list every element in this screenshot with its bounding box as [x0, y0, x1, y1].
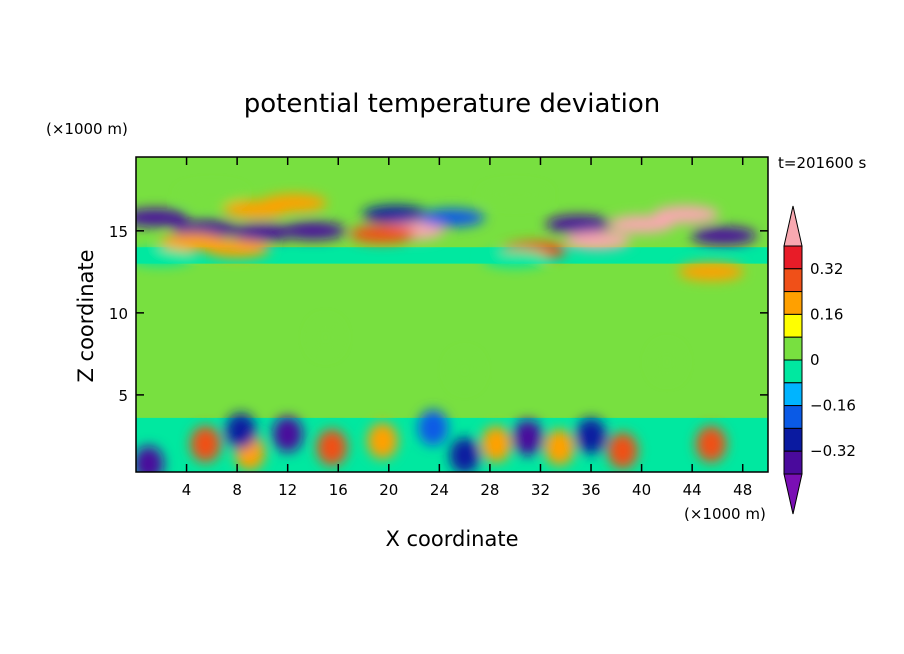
- field-feature: [190, 426, 221, 463]
- plot-frame: [135, 156, 769, 473]
- field-band: [136, 247, 768, 264]
- colorbar-segment: [783, 382, 803, 407]
- x-tick-label: 28: [480, 481, 499, 499]
- y-unit-label: (×1000 m): [46, 120, 128, 138]
- x-tick-label: 44: [683, 481, 702, 499]
- colorbar-segment: [783, 313, 803, 338]
- field-feature: [272, 416, 303, 453]
- field-feature: [261, 193, 327, 212]
- field-feature: [482, 185, 549, 204]
- x-tick-label: 8: [232, 481, 242, 499]
- field-feature: [229, 223, 296, 242]
- field-feature: [564, 231, 631, 250]
- colorbar-extend-max: [783, 205, 803, 247]
- colorbar-segment: [783, 291, 803, 315]
- colorbar-segment: [783, 336, 803, 361]
- colorbar-tick-label: −0.32: [810, 442, 856, 460]
- colorbar-tick-label: 0.32: [810, 260, 843, 278]
- field-feature: [310, 319, 341, 356]
- x-axis-label: X coordinate: [385, 527, 518, 551]
- x-tick-label: 32: [531, 481, 550, 499]
- colorbar-tick-label: 0.16: [810, 305, 843, 323]
- field-feature: [544, 429, 575, 466]
- field-feature: [607, 432, 638, 469]
- x-tick-label: 4: [182, 481, 192, 499]
- plot-area: [136, 157, 768, 472]
- x-tick-label: 48: [733, 481, 752, 499]
- x-unit-label: (×1000 m): [684, 505, 766, 523]
- field-feature: [449, 352, 480, 389]
- y-tick-label: 15: [109, 223, 128, 241]
- field-feature: [204, 239, 270, 258]
- field-feature: [575, 417, 607, 454]
- colorbar-segment: [783, 450, 803, 475]
- x-tick-label: 12: [278, 481, 297, 499]
- x-axis-ticks: 4 8 12 16 20 24 28 32 36 40 44 48: [182, 157, 752, 499]
- field-feature: [652, 205, 719, 224]
- y-axis-label: Z coordinate: [74, 249, 98, 382]
- colorbar-extend-min: [783, 473, 803, 515]
- time-label: t=201600 s: [778, 154, 866, 172]
- field-feature: [225, 412, 257, 450]
- colorbar-segment: [783, 245, 803, 270]
- field-feature: [419, 208, 485, 227]
- colorbar-segment: [783, 427, 803, 452]
- colorbar-tick-label: −0.16: [810, 397, 856, 415]
- field-feature: [545, 215, 612, 234]
- field-feature: [690, 226, 757, 245]
- field-feature: [362, 205, 428, 224]
- x-tick-label: 16: [329, 481, 348, 499]
- field-feature: [417, 409, 449, 446]
- field-feature: [136, 208, 188, 227]
- field-feature: [367, 422, 398, 459]
- colorbar-segment: [783, 268, 803, 293]
- field-feature: [512, 419, 544, 456]
- x-tick-label: 20: [379, 481, 398, 499]
- field-feature: [695, 426, 727, 463]
- field-feature: [678, 262, 744, 281]
- colorbar-segment: [783, 405, 803, 429]
- colorbar-tick-label: 0: [810, 351, 820, 369]
- field-feature: [136, 248, 195, 267]
- field-features: [136, 185, 757, 472]
- x-tick-label: 40: [632, 481, 651, 499]
- field-feature: [136, 445, 164, 472]
- field-feature: [449, 437, 480, 472]
- field-feature: [349, 225, 416, 244]
- y-tick-label: 5: [118, 387, 128, 405]
- field-feature: [280, 221, 346, 240]
- field-feature: [481, 426, 512, 463]
- x-tick-label: 36: [581, 481, 600, 499]
- chart-title: potential temperature deviation: [244, 89, 660, 119]
- field-feature: [608, 215, 675, 234]
- x-tick-label: 24: [430, 481, 449, 499]
- field-feature: [178, 185, 245, 204]
- field-feature: [651, 344, 683, 381]
- colorbar-segment: [783, 359, 803, 384]
- field-feature: [482, 249, 549, 268]
- y-axis-ticks: 5 10 15: [109, 223, 768, 405]
- y-tick-label: 10: [109, 305, 128, 323]
- colorbar: 0.32 0.16 0 −0.16 −0.32: [783, 205, 856, 515]
- field-feature: [316, 429, 348, 466]
